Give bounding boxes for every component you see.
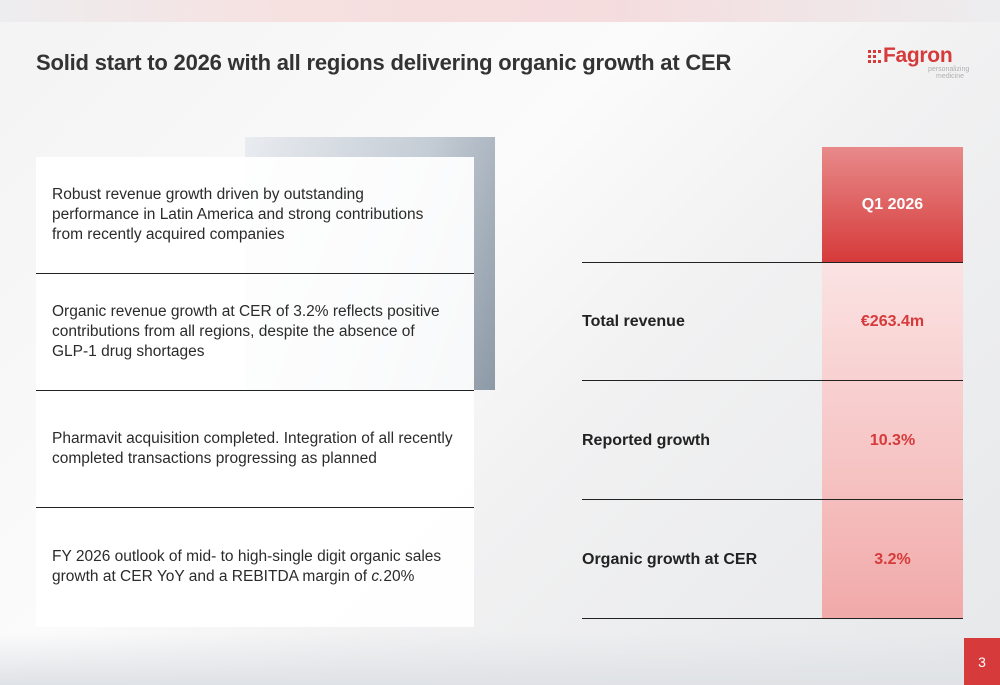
- kpi-value-reported-growth: 10.3%: [869, 432, 916, 449]
- kpi-divider: [582, 262, 963, 263]
- slide-title: Solid start to 2026 with all regions del…: [36, 50, 732, 75]
- bottom-shade: [0, 633, 1000, 685]
- kpi-label-organic-growth: Organic growth at CER: [582, 551, 758, 568]
- highlight-item: FY 2026 outlook of mid- to high-single d…: [36, 508, 474, 625]
- kpi-label-reported-growth: Reported growth: [582, 432, 710, 449]
- highlight-text: Pharmavit acquisition completed. Integra…: [52, 430, 453, 467]
- highlight-text: FY 2026 outlook of mid- to high-single d…: [52, 547, 454, 587]
- highlight-item: Organic revenue growth at CER of 3.2% re…: [36, 274, 474, 391]
- top-accent-bar: [0, 0, 1000, 22]
- kpi-divider: [582, 380, 963, 381]
- kpi-value-column: [822, 262, 963, 618]
- highlight-text: Organic revenue growth at CER of 3.2% re…: [52, 303, 440, 360]
- highlight-text-italic: c.: [371, 567, 384, 585]
- fagron-logo: Fagron personalizing medicine: [868, 44, 970, 84]
- logo-tagline: personalizing medicine: [928, 66, 970, 80]
- logo-wordmark: Fagron: [883, 44, 953, 67]
- highlight-item: Pharmavit acquisition completed. Integra…: [36, 391, 474, 508]
- highlight-text: Robust revenue growth driven by outstand…: [52, 186, 424, 243]
- page-number: 3: [964, 638, 1000, 685]
- kpi-value-organic-growth: 3.2%: [874, 551, 911, 568]
- highlight-text-part: FY 2026 outlook of mid- to high-single d…: [52, 547, 442, 585]
- kpi-divider: [582, 618, 963, 619]
- kpi-divider: [582, 499, 963, 500]
- kpi-column-header: Q1 2026: [822, 147, 963, 262]
- highlight-text-part: 20%: [383, 567, 415, 585]
- kpi-value-total-revenue: €263.4m: [860, 313, 925, 330]
- highlight-item: Robust revenue growth driven by outstand…: [36, 157, 474, 274]
- kpi-label-total-revenue: Total revenue: [582, 313, 685, 330]
- highlights-panel: [36, 157, 474, 627]
